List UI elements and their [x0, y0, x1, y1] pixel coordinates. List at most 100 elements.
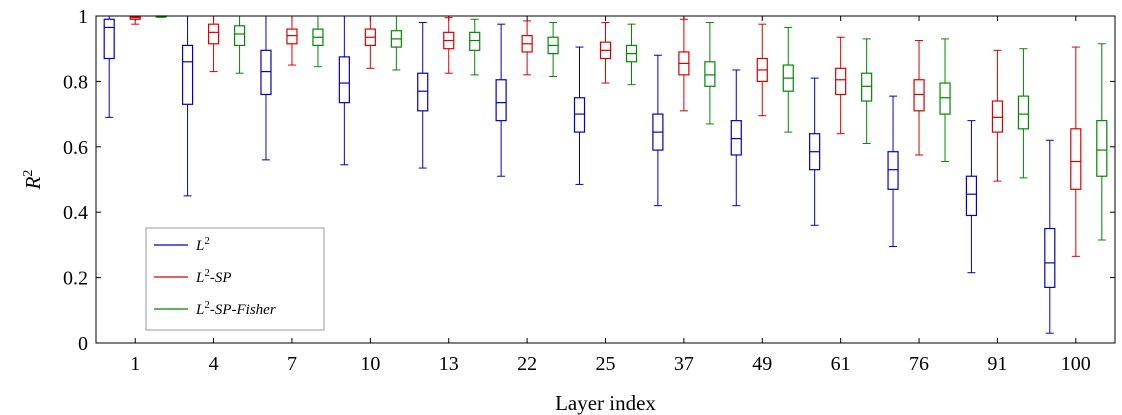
box: [887, 95, 899, 248]
x-tick-label: 13: [439, 353, 459, 375]
x-tick-label: 10: [360, 353, 380, 375]
legend-label: L2: [195, 235, 210, 254]
box-iqr: [730, 120, 742, 156]
box: [652, 54, 664, 207]
box: [312, 15, 324, 68]
box-iqr: [965, 175, 978, 217]
x-tick-label: 22: [517, 353, 537, 375]
box: [495, 23, 507, 177]
box: [181, 15, 194, 197]
y-axis-title-sup: 2: [21, 170, 36, 177]
legend-label-base: L: [195, 238, 204, 254]
box: [390, 15, 402, 71]
box-iqr: [495, 79, 507, 122]
box: [233, 15, 246, 74]
box: [547, 22, 559, 77]
box-iqr: [417, 72, 429, 112]
box: [573, 46, 586, 185]
y-tick-label: 0.4: [63, 202, 88, 224]
y-tick-label: 0: [78, 333, 88, 355]
box: [704, 22, 716, 125]
legend-label-suffix: -SP: [210, 270, 232, 286]
box: [1044, 139, 1056, 334]
x-tick-labels: 1 4 7 10 13 22 25 37 49 61 76 91 100: [130, 353, 1091, 375]
plot-frame: [95, 15, 1116, 344]
box: [286, 15, 298, 66]
legend-label-base: L: [195, 302, 204, 318]
y-tick-label: 0.2: [63, 268, 88, 290]
x-tick-label: 49: [752, 353, 772, 375]
box-iqr: [469, 31, 481, 51]
box: [939, 38, 951, 163]
box: [991, 49, 1004, 182]
box: [809, 77, 821, 226]
box-iqr: [1070, 128, 1082, 190]
box: [364, 15, 376, 69]
box-iqr: [1017, 95, 1030, 130]
box: [756, 23, 768, 117]
legend-item: L2-SP-Fisher: [154, 299, 276, 318]
box-iqr: [861, 72, 873, 102]
box-iqr: [338, 56, 350, 104]
box: [913, 40, 925, 156]
legend-label-sup: 2: [204, 267, 210, 279]
box: [103, 15, 115, 118]
box: [338, 15, 350, 166]
x-axis-title: Layer index: [555, 391, 656, 415]
box-iqr: [207, 23, 220, 45]
box: [1017, 48, 1030, 179]
box-iqr: [991, 100, 1004, 133]
legend-item: L2: [154, 235, 210, 254]
box: [207, 15, 220, 73]
y-axis-title: R2: [21, 170, 45, 191]
box-iqr: [286, 28, 298, 45]
box: [625, 23, 638, 86]
legend-label: L2-SP-Fisher: [195, 299, 276, 318]
y-tick-label: 1: [78, 6, 88, 28]
x-tick-label: 76: [909, 353, 929, 375]
x-tick-label: 7: [287, 353, 297, 375]
box-series: [103, 15, 1108, 334]
box: [861, 38, 873, 145]
box: [443, 17, 455, 74]
series-1: [103, 15, 1056, 334]
box-iqr: [1096, 120, 1108, 177]
box: [417, 22, 429, 169]
box: [521, 20, 533, 76]
x-tick-label: 37: [674, 353, 694, 375]
box: [730, 69, 742, 207]
legend-label: L2-SP: [195, 267, 232, 286]
x-tick-label: 91: [987, 353, 1007, 375]
box: [1096, 43, 1108, 241]
box-iqr: [260, 49, 272, 96]
box: [835, 36, 847, 135]
box-iqr: [939, 82, 951, 115]
box: [965, 120, 978, 274]
legend-label-sup: 2: [204, 299, 210, 311]
x-tick-label: 61: [831, 353, 851, 375]
box: [260, 15, 272, 161]
box-iqr: [103, 18, 115, 60]
x-tick-label: 25: [596, 353, 616, 375]
legend-label-suffix: -SP-Fisher: [210, 302, 276, 318]
y-tick-labels: 0 0.2 0.4 0.6 0.8 1: [63, 6, 88, 355]
box-iqr: [887, 151, 899, 190]
legend-label-sup: 2: [204, 235, 210, 247]
legend-label-base: L: [195, 270, 204, 286]
x-tick-label: 4: [209, 353, 219, 375]
x-tick-label: 100: [1061, 353, 1091, 375]
box: [782, 26, 794, 133]
box: [678, 18, 690, 112]
box-iqr: [913, 79, 925, 112]
y-tick-label: 0.8: [63, 71, 88, 93]
box-iqr: [233, 25, 246, 47]
box: [1070, 46, 1082, 257]
box-iqr: [835, 67, 847, 96]
x-tick-label: 1: [130, 353, 140, 375]
y-tick-label: 0.6: [63, 137, 88, 159]
box: [599, 22, 612, 84]
box-iqr: [181, 44, 194, 105]
legend-item: L2-SP: [154, 267, 232, 286]
